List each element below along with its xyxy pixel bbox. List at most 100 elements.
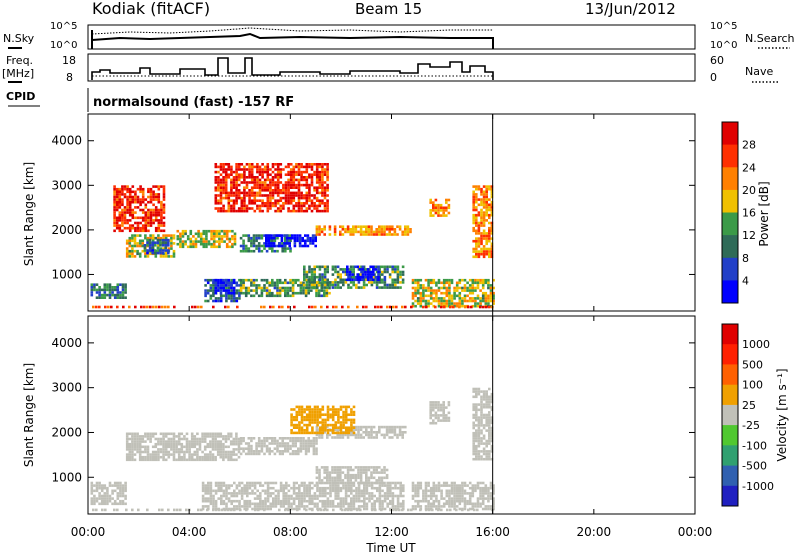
vel-cell [302, 447, 305, 450]
vel-cell [376, 489, 379, 493]
vel-cell [131, 440, 134, 443]
vel-cell [357, 473, 360, 477]
vel-cell [488, 442, 491, 445]
vel-cell [435, 499, 438, 503]
vel-cell [281, 439, 284, 443]
vel-cell [365, 425, 368, 429]
vel-cell [347, 418, 351, 422]
vel-cell [354, 473, 358, 477]
vel-cell [463, 502, 467, 506]
vel-cell [326, 423, 330, 427]
vel-cell [298, 494, 301, 498]
vel-cell [437, 481, 441, 485]
vel-cell [219, 440, 223, 443]
vel-cell [128, 432, 132, 436]
power-cell [406, 225, 410, 228]
vel-cell [305, 484, 309, 487]
power-cell [237, 183, 241, 187]
power-cell [154, 249, 157, 252]
power-cell [318, 204, 322, 208]
power-cell [124, 291, 127, 294]
power-cell [255, 236, 258, 240]
power-cell [214, 181, 218, 184]
vel-cell [277, 492, 280, 495]
power-cell [490, 190, 494, 194]
power-cell [284, 183, 288, 187]
power-cell [482, 252, 486, 256]
power-cell [334, 283, 337, 287]
vel-cell [326, 468, 329, 472]
vel-cell [370, 473, 373, 477]
vel-cell [303, 492, 306, 495]
vel-cell [266, 484, 270, 487]
power-cell [224, 284, 228, 287]
power-cell [157, 236, 160, 240]
power-cell [308, 265, 311, 269]
vel-cell [106, 494, 109, 498]
vel-cell [490, 392, 494, 396]
power-cell [266, 176, 270, 179]
vel-cell [264, 489, 267, 493]
vel-cell [256, 497, 259, 500]
power-cell [296, 236, 299, 240]
vel-cell [453, 505, 456, 508]
power-cell [359, 275, 362, 279]
power-cell [315, 196, 319, 200]
vel-cell [479, 505, 482, 508]
power-cell [214, 281, 218, 285]
vel-cell [308, 405, 312, 409]
power-cell [276, 168, 280, 171]
vel-cell [344, 484, 348, 487]
power-cell [302, 194, 306, 197]
power-cell [240, 176, 244, 179]
vel-cell [472, 452, 475, 456]
power-cell [214, 202, 218, 205]
vel-cell [326, 471, 329, 474]
vel-cell [214, 458, 217, 462]
power-cell [313, 273, 316, 276]
power-cell [310, 165, 314, 169]
power-cell [477, 242, 481, 246]
power-cell [471, 304, 475, 308]
power-cell [157, 249, 160, 253]
vel-cell [472, 431, 475, 435]
power-cell [131, 236, 134, 240]
vel-cell [292, 486, 296, 490]
power-cell [266, 207, 270, 210]
vel-cell [204, 499, 207, 503]
vel-cell [219, 453, 223, 456]
power-cell [148, 241, 152, 244]
power-cell [121, 203, 124, 207]
vel-cell [334, 410, 338, 414]
vel-cell [154, 445, 158, 449]
power-cell [365, 305, 368, 309]
power-cell [157, 193, 161, 196]
vel-cell [95, 499, 99, 503]
power-cell [149, 198, 153, 201]
power-cell [146, 251, 149, 255]
power-cell [440, 305, 443, 309]
vel-cell [100, 489, 104, 493]
vel-cell [399, 481, 402, 485]
vel-cell [357, 499, 361, 503]
vel-cell [442, 411, 445, 415]
vel-cell [254, 508, 257, 512]
power-cell [217, 181, 220, 184]
power-cell [302, 209, 306, 213]
vel-cell [246, 492, 249, 495]
vel-cell [133, 453, 137, 456]
nave-tick-top: 60 [710, 54, 724, 67]
power-cell [356, 273, 359, 276]
vel-cell [141, 435, 145, 438]
vel-cell [185, 445, 189, 449]
vel-cell [315, 437, 318, 440]
power-cell [237, 191, 241, 195]
power-cell [432, 291, 436, 295]
power-cell [297, 284, 300, 287]
power-cell [113, 198, 116, 201]
vel-cell [285, 486, 288, 490]
vel-cell [237, 440, 241, 443]
power-cell [230, 281, 233, 285]
vel-cell [488, 434, 491, 438]
power-cell [399, 273, 402, 276]
